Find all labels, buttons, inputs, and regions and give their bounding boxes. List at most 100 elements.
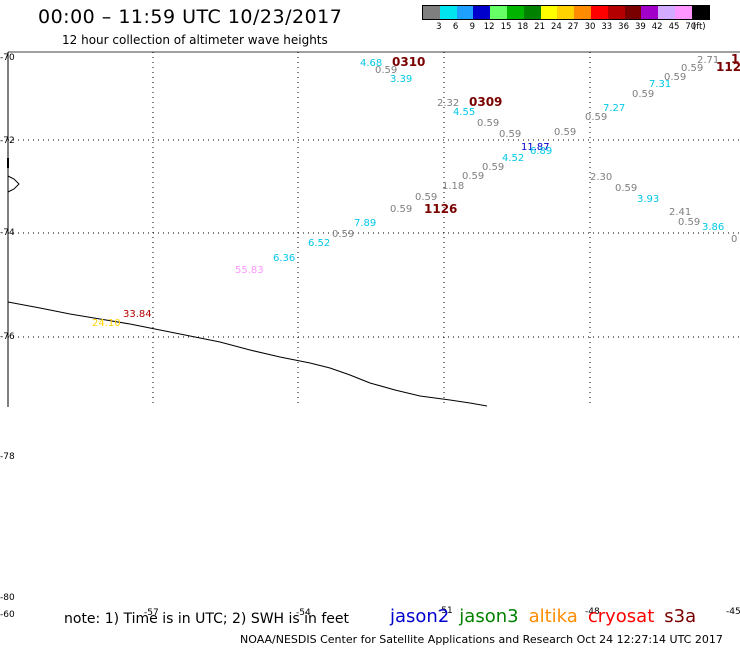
wave-height-label: 0.59	[615, 183, 637, 194]
legend-swatch	[641, 6, 659, 19]
legend-labels: 3 6 9 12 15 18 21 24 27 30 33 36 39 42 45 70 (ft)	[422, 20, 710, 34]
coastline	[7, 301, 488, 407]
legend-swatch	[423, 6, 440, 19]
wave-height-label: 6.89	[530, 146, 552, 157]
legend-swatch	[607, 6, 625, 19]
satellite-label-jason3: jason3	[459, 606, 519, 627]
legend-swatch	[506, 6, 524, 19]
longitude-label: -60	[0, 610, 15, 620]
map-title: 00:00 – 11:59 UTC 10/23/2017	[38, 6, 343, 28]
satellite-label-s3a: s3a	[664, 606, 697, 627]
wave-height-label: 7.31	[649, 79, 671, 90]
legend-label: 18	[517, 22, 529, 32]
legend-swatch	[540, 6, 558, 19]
wave-height-label: 7.27	[603, 103, 625, 114]
latitude-label: -74	[0, 228, 15, 238]
wave-height-label: 0.59	[554, 127, 576, 138]
longitude-label: -51	[438, 606, 453, 616]
pass-time-label: 112	[716, 60, 740, 74]
wave-height-label: 3.86	[702, 222, 724, 233]
longitude-label: -45	[726, 607, 740, 617]
wave-height-label: 11.87	[521, 142, 550, 153]
wave-height-label: 0.59	[681, 63, 703, 74]
legend-label: 15	[500, 22, 512, 32]
legend-label: 33	[601, 22, 613, 32]
wave-height-label: 2.71	[697, 55, 719, 66]
wave-height-label: 33.84	[123, 309, 152, 320]
wave-height-label: 4.55	[453, 107, 475, 118]
longitude-label: -57	[144, 608, 159, 618]
longitude-label: -54	[296, 608, 311, 618]
legend-swatch	[574, 6, 591, 19]
wave-height-label: 3.39	[390, 74, 412, 85]
legend-label: 42	[651, 22, 663, 32]
latitude-label: -70	[0, 53, 15, 63]
wave-height-label: 4.68	[360, 58, 382, 69]
legend-swatch	[624, 6, 642, 19]
satellite-label-jason2: jason2	[390, 606, 450, 627]
footer-note: note: 1) Time is in UTC; 2) SWH is in fe…	[64, 611, 350, 627]
legend-label: 70	[685, 22, 697, 32]
satellite-label-altika: altika	[528, 606, 578, 627]
wave-height-label: 0.59	[390, 204, 412, 215]
legend-label: 30	[584, 22, 596, 32]
legend-swatch	[590, 6, 608, 19]
wave-height-label: 0.59	[462, 171, 484, 182]
wave-height-label: 6.36	[273, 253, 295, 264]
wave-height-label: 0.59	[678, 217, 700, 228]
legend-color-bar	[422, 5, 710, 20]
legend-unit: (ft)	[692, 22, 706, 32]
latitude-label: -80	[0, 593, 15, 603]
legend-label: 3	[436, 22, 442, 32]
legend-label: 6	[452, 22, 459, 32]
wave-height-label: 4.52	[502, 153, 524, 164]
wave-height-label: 0.59	[499, 129, 521, 140]
wave-height-label: 0.59	[477, 118, 499, 129]
wave-height-label: 0.59	[585, 112, 607, 123]
legend-swatch	[490, 6, 507, 19]
legend-swatch	[658, 6, 675, 19]
pass-time-label: 0310	[392, 55, 425, 69]
legend-label: 27	[567, 22, 579, 32]
legend-label: 9	[469, 22, 476, 32]
legend-label: 36	[618, 22, 630, 32]
wave-height-label: 6.52	[308, 238, 330, 249]
wave-height-label: 3.93	[637, 194, 659, 205]
wave-height-label: 2.32	[437, 98, 459, 109]
wave-height-label: 0.59	[332, 229, 354, 240]
wave-height-label: 0.59	[664, 72, 686, 83]
wave-height-label: 7.89	[354, 218, 376, 229]
wave-height-label: 0.59	[632, 89, 654, 100]
wave-height-label: 0	[731, 234, 737, 245]
credit-line: NOAA/NESDIS Center for Satellite Applica…	[240, 633, 723, 646]
map-subtitle: 12 hour collection of altimeter wave hei…	[62, 33, 328, 47]
legend-swatch	[523, 6, 541, 19]
graticule	[8, 52, 740, 407]
wave-height-legend: 3 6 9 12 15 18 21 24 27 30 33 36 39 42 45 70 (ft)	[422, 5, 710, 34]
pass-time-label: 1	[731, 52, 739, 66]
legend-swatch	[456, 6, 474, 19]
coast-fragment	[7, 175, 20, 193]
wave-height-label: 24.10	[92, 318, 121, 329]
wave-height-label: 55.83	[235, 265, 264, 276]
legend-label: 45	[668, 22, 680, 32]
wave-height-label: 2.41	[669, 207, 691, 218]
longitude-label: -48	[585, 607, 600, 617]
wave-height-label: 0.59	[375, 65, 397, 76]
wave-height-label: 1.18	[442, 181, 464, 192]
legend-label: 12	[483, 22, 495, 32]
latitude-label: -78	[0, 452, 15, 462]
wave-height-label: 0.59	[415, 192, 437, 203]
legend-swatch	[439, 6, 457, 19]
wave-height-label: 2.30	[590, 172, 612, 183]
legend-label: 21	[534, 22, 546, 32]
latitude-label: -76	[0, 332, 15, 342]
wave-height-label: 0.59	[482, 162, 504, 173]
legend-swatch	[557, 6, 575, 19]
legend-swatch	[473, 6, 491, 19]
legend-label: 39	[634, 22, 646, 32]
pass-time-label: 1126	[424, 202, 457, 216]
legend-swatch	[674, 6, 692, 19]
pass-time-label: 0309	[469, 95, 502, 109]
